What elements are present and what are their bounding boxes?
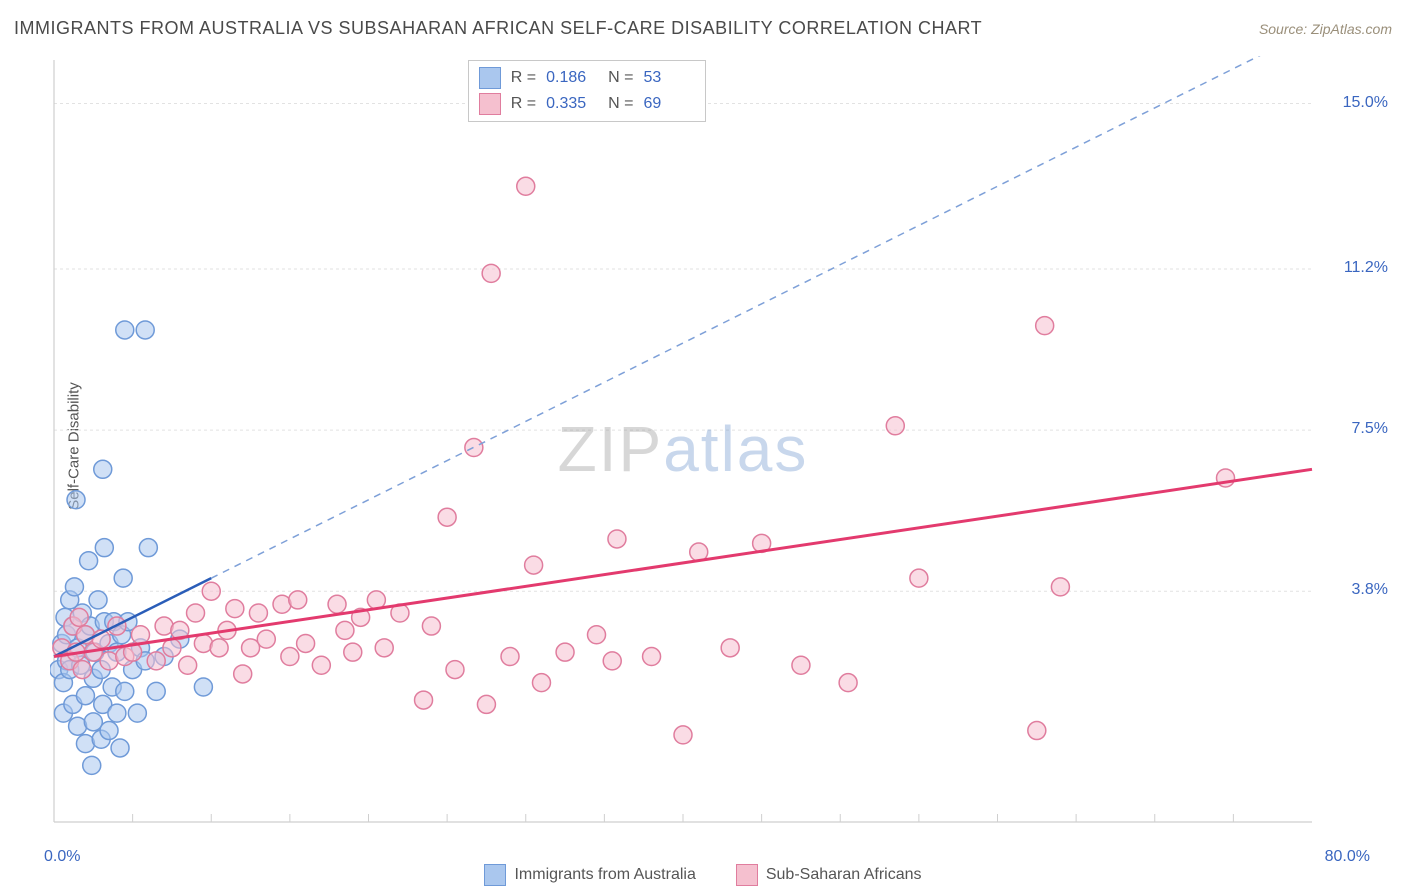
plot-area: ZIPatlas R =0.186N =53R =0.335N =69 3.8%…: [50, 56, 1316, 842]
legend-row-australia: R = 0.186 N = 53: [479, 65, 696, 91]
correlation-legend: R = 0.186 N = 53 R = 0.335 N = 69: [468, 60, 707, 122]
legend-r-value: 0.186: [546, 69, 598, 87]
scatter-plot-svg: [50, 56, 1316, 842]
series-label: Immigrants from Australia: [514, 866, 695, 884]
legend-swatch: [484, 864, 506, 886]
legend-swatch: [736, 864, 758, 886]
series-label: Sub-Saharan Africans: [766, 866, 922, 884]
source-label: Source: ZipAtlas.com: [1259, 21, 1392, 37]
legend-r-value: 0.335: [546, 95, 598, 113]
y-tick-label: 7.5%: [1352, 420, 1388, 438]
y-tick-label: 3.8%: [1352, 581, 1388, 599]
x-axis-end-label: 80.0%: [1325, 848, 1370, 866]
series-legend-item-subsaharan: Sub-Saharan Africans: [736, 864, 922, 886]
legend-n-label: N =: [608, 69, 633, 87]
legend-r-label: R =: [511, 69, 536, 87]
series-legend: Immigrants from Australia Sub-Saharan Afr…: [0, 864, 1406, 886]
legend-row-subsaharan: R = 0.335 N = 69: [479, 91, 696, 117]
legend-n-value: 69: [643, 95, 695, 113]
y-tick-label: 15.0%: [1343, 94, 1388, 112]
series-legend-item-australia: Immigrants from Australia: [484, 864, 695, 886]
legend-n-label: N =: [608, 95, 633, 113]
legend-swatch: [479, 93, 501, 115]
legend-swatch: [479, 67, 501, 89]
legend-n-value: 53: [643, 69, 695, 87]
y-tick-label: 11.2%: [1344, 259, 1388, 277]
x-axis-start-label: 0.0%: [44, 848, 80, 866]
chart-title: IMMIGRANTS FROM AUSTRALIA VS SUBSAHARAN …: [14, 18, 982, 39]
legend-r-label: R =: [511, 95, 536, 113]
